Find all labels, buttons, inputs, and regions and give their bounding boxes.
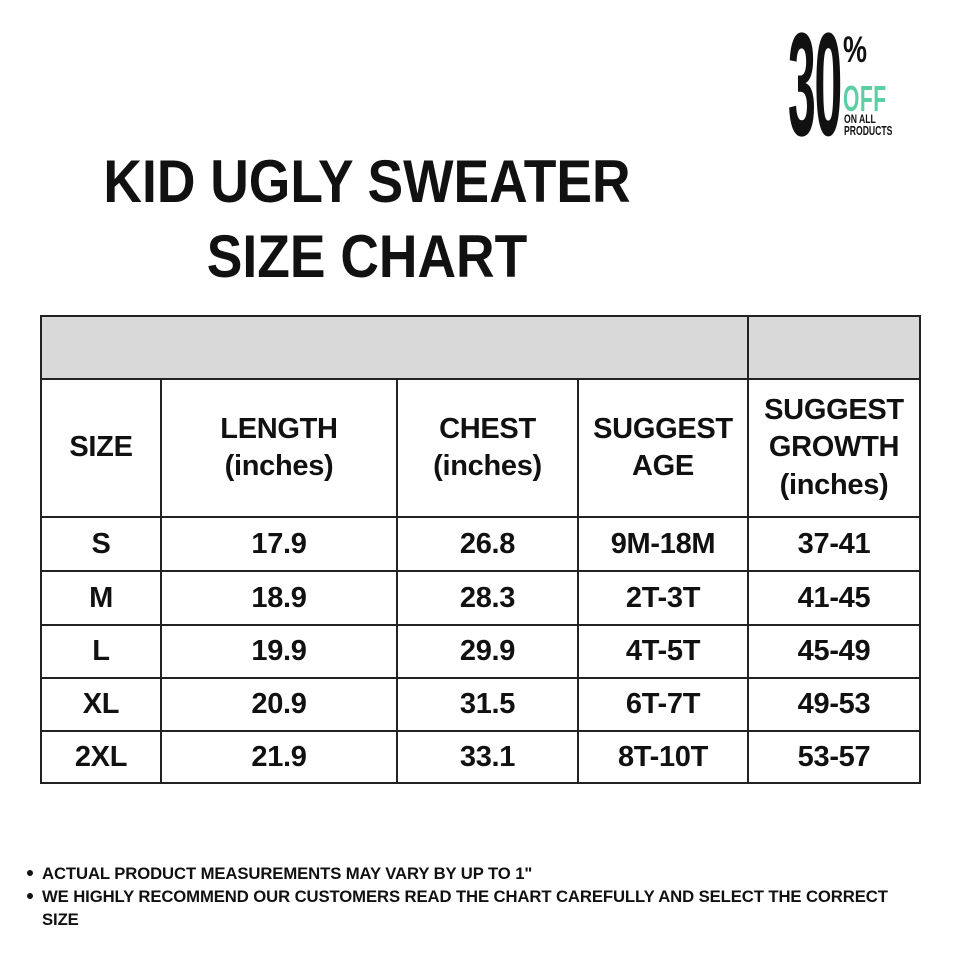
bullet-dot-icon bbox=[27, 870, 33, 876]
cell-length: 18.9 bbox=[160, 570, 398, 626]
cell-length: 20.9 bbox=[160, 677, 398, 732]
cell-chest: 31.5 bbox=[396, 677, 579, 732]
cell-growth: 45-49 bbox=[747, 624, 921, 679]
promo-subtext-line2: PRODUCTS bbox=[844, 123, 893, 138]
cell-age: 6T-7T bbox=[577, 677, 749, 732]
column-header-suggest-age: SUGGEST AGE bbox=[577, 378, 749, 518]
notes-list: ACTUAL PRODUCT MEASUREMENTS MAY VARY BY … bbox=[27, 862, 912, 931]
table-row-l: L 19.9 29.9 4T-5T 45-49 bbox=[40, 624, 921, 679]
cell-size: S bbox=[40, 516, 162, 572]
promo-off-label: OFF bbox=[843, 78, 887, 119]
promo-discount-number: 30 bbox=[788, 3, 842, 167]
table-top-band bbox=[40, 315, 921, 380]
cell-size: XL bbox=[40, 677, 162, 732]
note-item-1: ACTUAL PRODUCT MEASUREMENTS MAY VARY BY … bbox=[27, 862, 912, 885]
page-title-line1: KID UGLY SWEATER bbox=[103, 147, 631, 215]
cell-age: 4T-5T bbox=[577, 624, 749, 679]
column-header-suggest-growth: SUGGEST GROWTH (inches) bbox=[747, 378, 921, 518]
table-header-row: SIZE LENGTH (inches) CHEST (inches) SUGG… bbox=[40, 378, 921, 518]
promo-subtext-line1: ON ALL bbox=[844, 112, 876, 126]
cell-age: 8T-10T bbox=[577, 730, 749, 784]
column-header-length: LENGTH (inches) bbox=[160, 378, 398, 518]
top-band-left-cell bbox=[40, 315, 749, 380]
top-band-right-cell bbox=[747, 315, 921, 380]
note-text-2: WE HIGHLY RECOMMEND OUR CUSTOMERS READ T… bbox=[42, 887, 888, 929]
cell-age: 9M-18M bbox=[577, 516, 749, 572]
page-title-line2: SIZE CHART bbox=[206, 222, 528, 290]
note-text-1: ACTUAL PRODUCT MEASUREMENTS MAY VARY BY … bbox=[42, 864, 533, 883]
cell-size: L bbox=[40, 624, 162, 679]
cell-size: 2XL bbox=[40, 730, 162, 784]
table-row-m: M 18.9 28.3 2T-3T 41-45 bbox=[40, 570, 921, 626]
cell-length: 19.9 bbox=[160, 624, 398, 679]
column-header-size: SIZE bbox=[40, 378, 162, 518]
percent-sign: % bbox=[843, 27, 868, 70]
cell-chest: 29.9 bbox=[396, 624, 579, 679]
note-item-2: WE HIGHLY RECOMMEND OUR CUSTOMERS READ T… bbox=[27, 885, 912, 931]
cell-chest: 33.1 bbox=[396, 730, 579, 784]
cell-growth: 41-45 bbox=[747, 570, 921, 626]
cell-chest: 26.8 bbox=[396, 516, 579, 572]
cell-size: M bbox=[40, 570, 162, 626]
cell-chest: 28.3 bbox=[396, 570, 579, 626]
cell-length: 17.9 bbox=[160, 516, 398, 572]
bullet-dot-icon bbox=[27, 893, 33, 899]
cell-growth: 49-53 bbox=[747, 677, 921, 732]
table-row-s: S 17.9 26.8 9M-18M 37-41 bbox=[40, 516, 921, 572]
cell-age: 2T-3T bbox=[577, 570, 749, 626]
table-row-xl: XL 20.9 31.5 6T-7T 49-53 bbox=[40, 677, 921, 732]
promo-badge: 30 % OFF ON ALL PRODUCTS bbox=[788, 12, 908, 159]
page-title: KID UGLY SWEATER SIZE CHART bbox=[43, 144, 691, 294]
column-header-chest: CHEST (inches) bbox=[396, 378, 579, 518]
cell-growth: 53-57 bbox=[747, 730, 921, 784]
size-chart-table: SIZE LENGTH (inches) CHEST (inches) SUGG… bbox=[40, 315, 921, 784]
cell-growth: 37-41 bbox=[747, 516, 921, 572]
cell-length: 21.9 bbox=[160, 730, 398, 784]
table-row-2xl: 2XL 21.9 33.1 8T-10T 53-57 bbox=[40, 730, 921, 784]
